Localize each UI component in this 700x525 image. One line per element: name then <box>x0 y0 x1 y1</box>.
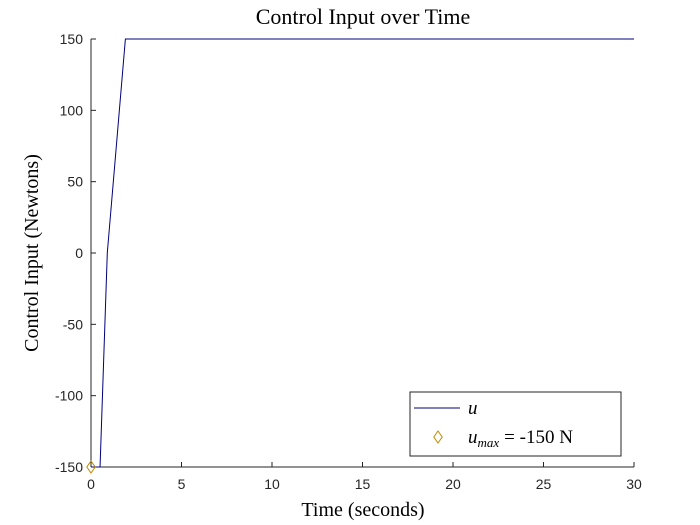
y-tick-label: 0 <box>75 245 83 261</box>
x-tick-label: 15 <box>355 476 371 492</box>
x-tick-label: 25 <box>536 476 552 492</box>
legend-name: u <box>468 398 478 419</box>
y-axis-label: Control Input (Newtons) <box>21 154 43 352</box>
x-axis-label: Time (seconds) <box>301 499 424 521</box>
legend-name: u <box>468 427 478 448</box>
y-tick-label: 100 <box>60 102 84 118</box>
legend-rest: = -150 N <box>504 427 573 448</box>
x-tick-label: 10 <box>264 476 280 492</box>
x-tick-label: 30 <box>626 476 642 492</box>
legend-label: u <box>468 398 478 419</box>
y-tick-label: 150 <box>60 31 84 47</box>
y-tick-label: -150 <box>55 459 83 475</box>
legend-label: umax = -150 N <box>468 427 573 450</box>
legend-subscript: max <box>478 435 500 450</box>
x-tick-label: 5 <box>178 476 186 492</box>
chart-title: Control Input over Time <box>256 4 471 29</box>
x-tick-label: 20 <box>445 476 461 492</box>
legend-marker <box>433 430 443 444</box>
y-tick-label: 50 <box>67 174 83 190</box>
marker <box>86 460 96 474</box>
legend-box <box>409 391 622 457</box>
y-tick-label: -50 <box>63 316 83 332</box>
series-line <box>91 38 634 468</box>
x-tick-label: 0 <box>87 476 95 492</box>
y-tick-label: -100 <box>55 388 83 404</box>
